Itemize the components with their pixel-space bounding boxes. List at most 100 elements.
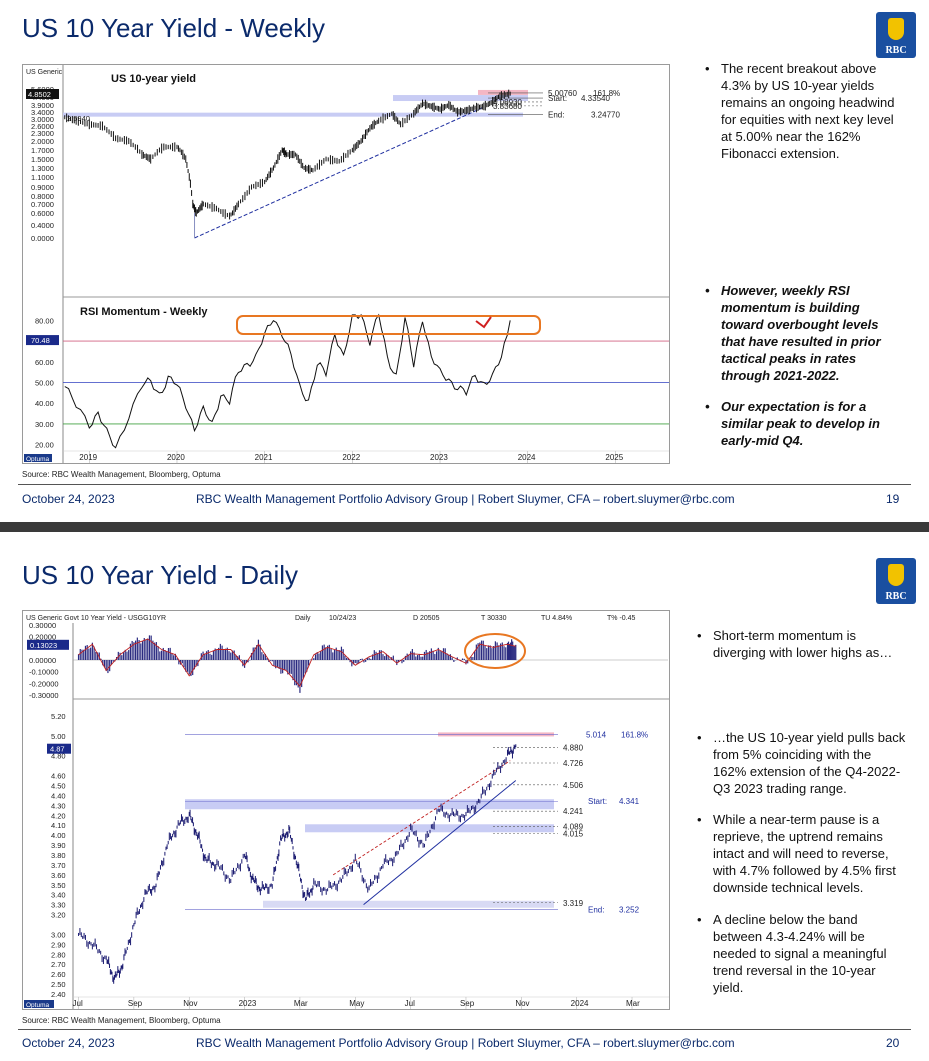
y-tick-label: 1.1000 xyxy=(31,173,54,182)
fib-label: 5.00760 xyxy=(548,89,577,98)
rsi-current-box xyxy=(26,335,59,346)
footer-page-number: 19 xyxy=(886,492,900,506)
bullet-3: Our expectation is for a similar peak to… xyxy=(705,398,905,449)
y-tick-label: 0.0000 xyxy=(31,234,54,243)
fib-band xyxy=(63,112,523,117)
y-tick-label: 2.0000 xyxy=(31,137,54,146)
y-tick-label: 2.80 xyxy=(51,950,66,959)
y-tick-label: 4.40 xyxy=(51,791,66,800)
source-note: Source: RBC Wealth Management, Bloomberg… xyxy=(22,470,221,479)
fib-label: 4.880 xyxy=(563,744,584,753)
y-tick-label: 5.20 xyxy=(51,712,66,721)
price-label: 4.8502 xyxy=(28,90,51,99)
rsi-y-tick-label: 60.00 xyxy=(35,358,54,367)
x-tick-label: 2023 xyxy=(239,999,257,1008)
bullet-2: …the US 10-year yield pulls back from 5%… xyxy=(697,729,907,797)
y-tick-label: 2.60 xyxy=(51,970,66,979)
fib-label: 3.319 xyxy=(563,899,584,908)
price-label: 4.87 xyxy=(50,745,65,754)
rbc-logo: RBC xyxy=(876,12,916,58)
optuma-logo xyxy=(24,1000,54,1008)
y-tick-label: 3.30 xyxy=(51,901,66,910)
bullet-1: Short-term momentum is diverging with lo… xyxy=(697,627,907,679)
x-tick-label: Sep xyxy=(460,999,475,1008)
y-tick-label: 2.3000 xyxy=(31,129,54,138)
fib-band xyxy=(478,89,528,95)
header-tpct: T% -0.45 xyxy=(607,615,636,622)
x-tick-label: 2021 xyxy=(255,453,273,462)
slide-title: US 10 Year Yield - Weekly xyxy=(22,13,326,43)
header-t: T 30330 xyxy=(481,615,507,622)
x-tick-label: Nov xyxy=(515,999,529,1008)
rsi-current-label: 70.48 xyxy=(31,336,50,345)
fib-label: Start: xyxy=(588,797,607,806)
y-tick-label: 3.40 xyxy=(51,891,66,900)
y-tick-label: 4.30 xyxy=(51,801,66,810)
fib-pct-label: 161.8% xyxy=(621,730,648,739)
rsi-y-tick-label: 20.00 xyxy=(35,441,54,450)
fib-band xyxy=(305,824,554,833)
header-tu: TU 4.84% xyxy=(541,615,572,622)
bullet-list: The recent breakout above 4.3% by US 10-… xyxy=(705,60,905,449)
x-tick-label: Mar xyxy=(626,999,640,1008)
fib-label: End: xyxy=(588,905,604,914)
y-tick-label: 3.50 xyxy=(51,881,66,890)
slide-title: US 10 Year Yield - Daily xyxy=(22,560,299,590)
y-tick-label: 0.9000 xyxy=(31,183,54,192)
y-tick-label: 3.90 xyxy=(51,841,66,850)
bullet-list: Short-term momentum is diverging with lo… xyxy=(697,627,907,996)
y-tick-label: 3.80 xyxy=(51,851,66,860)
x-tick-label: Jul xyxy=(73,999,83,1008)
footer-date: October 24, 2023 xyxy=(22,1036,115,1050)
y-tick-label: 4.80 xyxy=(51,752,66,761)
footer-divider xyxy=(18,1029,911,1030)
y-tick-label: 1.7000 xyxy=(31,146,54,155)
x-tick-label: Mar xyxy=(294,999,308,1008)
y-tick-label: 3.0000 xyxy=(31,115,54,124)
chart-title: US 10-year yield xyxy=(111,73,196,85)
x-tick-label: 2024 xyxy=(518,453,536,462)
daily-chart: US Generic Govt 10 Year Yield - USGG10YR… xyxy=(22,610,670,1010)
x-tick-label: 2022 xyxy=(342,453,360,462)
logo-text: RBC xyxy=(885,591,907,602)
fib-band xyxy=(185,799,554,810)
source-note: Source: RBC Wealth Management, Bloomberg… xyxy=(22,1016,221,1025)
y-tick-label: 4.20 xyxy=(51,811,66,820)
overbought-highlight xyxy=(236,315,541,335)
fib-label: 3.83680 xyxy=(493,102,522,111)
y-tick-label: 4.60 xyxy=(51,772,66,781)
y-tick-label: 2.40 xyxy=(51,990,66,999)
y-tick-label: 0.7000 xyxy=(31,200,54,209)
rsi-y-tick-label: 40.00 xyxy=(35,399,54,408)
footer-divider xyxy=(18,484,911,485)
header-date: 10/24/23 xyxy=(329,615,356,622)
mom-y-tick-label: 0.30000 xyxy=(29,621,56,630)
optuma-watermark: Optuma xyxy=(26,1002,50,1009)
mom-current-label: 0.13023 xyxy=(30,641,57,650)
x-tick-label: 2023 xyxy=(430,453,448,462)
rsi-y-tick-label: 30.00 xyxy=(35,420,54,429)
header-name: US Generic Govt 10 Year Yield - USGG10YR xyxy=(26,615,166,622)
y-tick-label: 4.10 xyxy=(51,821,66,830)
y-tick-label: 3.4000 xyxy=(31,108,54,117)
y-tick-label: 2.50 xyxy=(51,980,66,989)
y-tick-label: 3.60 xyxy=(51,871,66,880)
y-tick-label: 0.6000 xyxy=(31,209,54,218)
y-tick-label: 1.3000 xyxy=(31,164,54,173)
mom-current-box xyxy=(27,639,69,650)
fib-label: End: xyxy=(548,111,564,120)
bullet-3: While a near-term pause is a reprieve, t… xyxy=(697,811,907,897)
rsi-y-tick-label: 50.00 xyxy=(35,379,54,388)
trend-channel-upper xyxy=(332,760,511,876)
fib-label: 4.726 xyxy=(563,759,584,768)
rsi-y-tick-label: 80.00 xyxy=(35,316,54,325)
y-tick-label: 1.5000 xyxy=(31,155,54,164)
mom-y-tick-label: -0.20000 xyxy=(29,679,59,688)
y-tick-label: 2.90 xyxy=(51,940,66,949)
bullet-1: The recent breakout above 4.3% by US 10-… xyxy=(705,60,905,172)
rbc-logo: RBC xyxy=(876,558,916,604)
y-tick-label: 2.70 xyxy=(51,960,66,969)
rbc-crest-icon xyxy=(888,18,904,40)
mom-y-tick-label: 0.00000 xyxy=(29,656,56,665)
